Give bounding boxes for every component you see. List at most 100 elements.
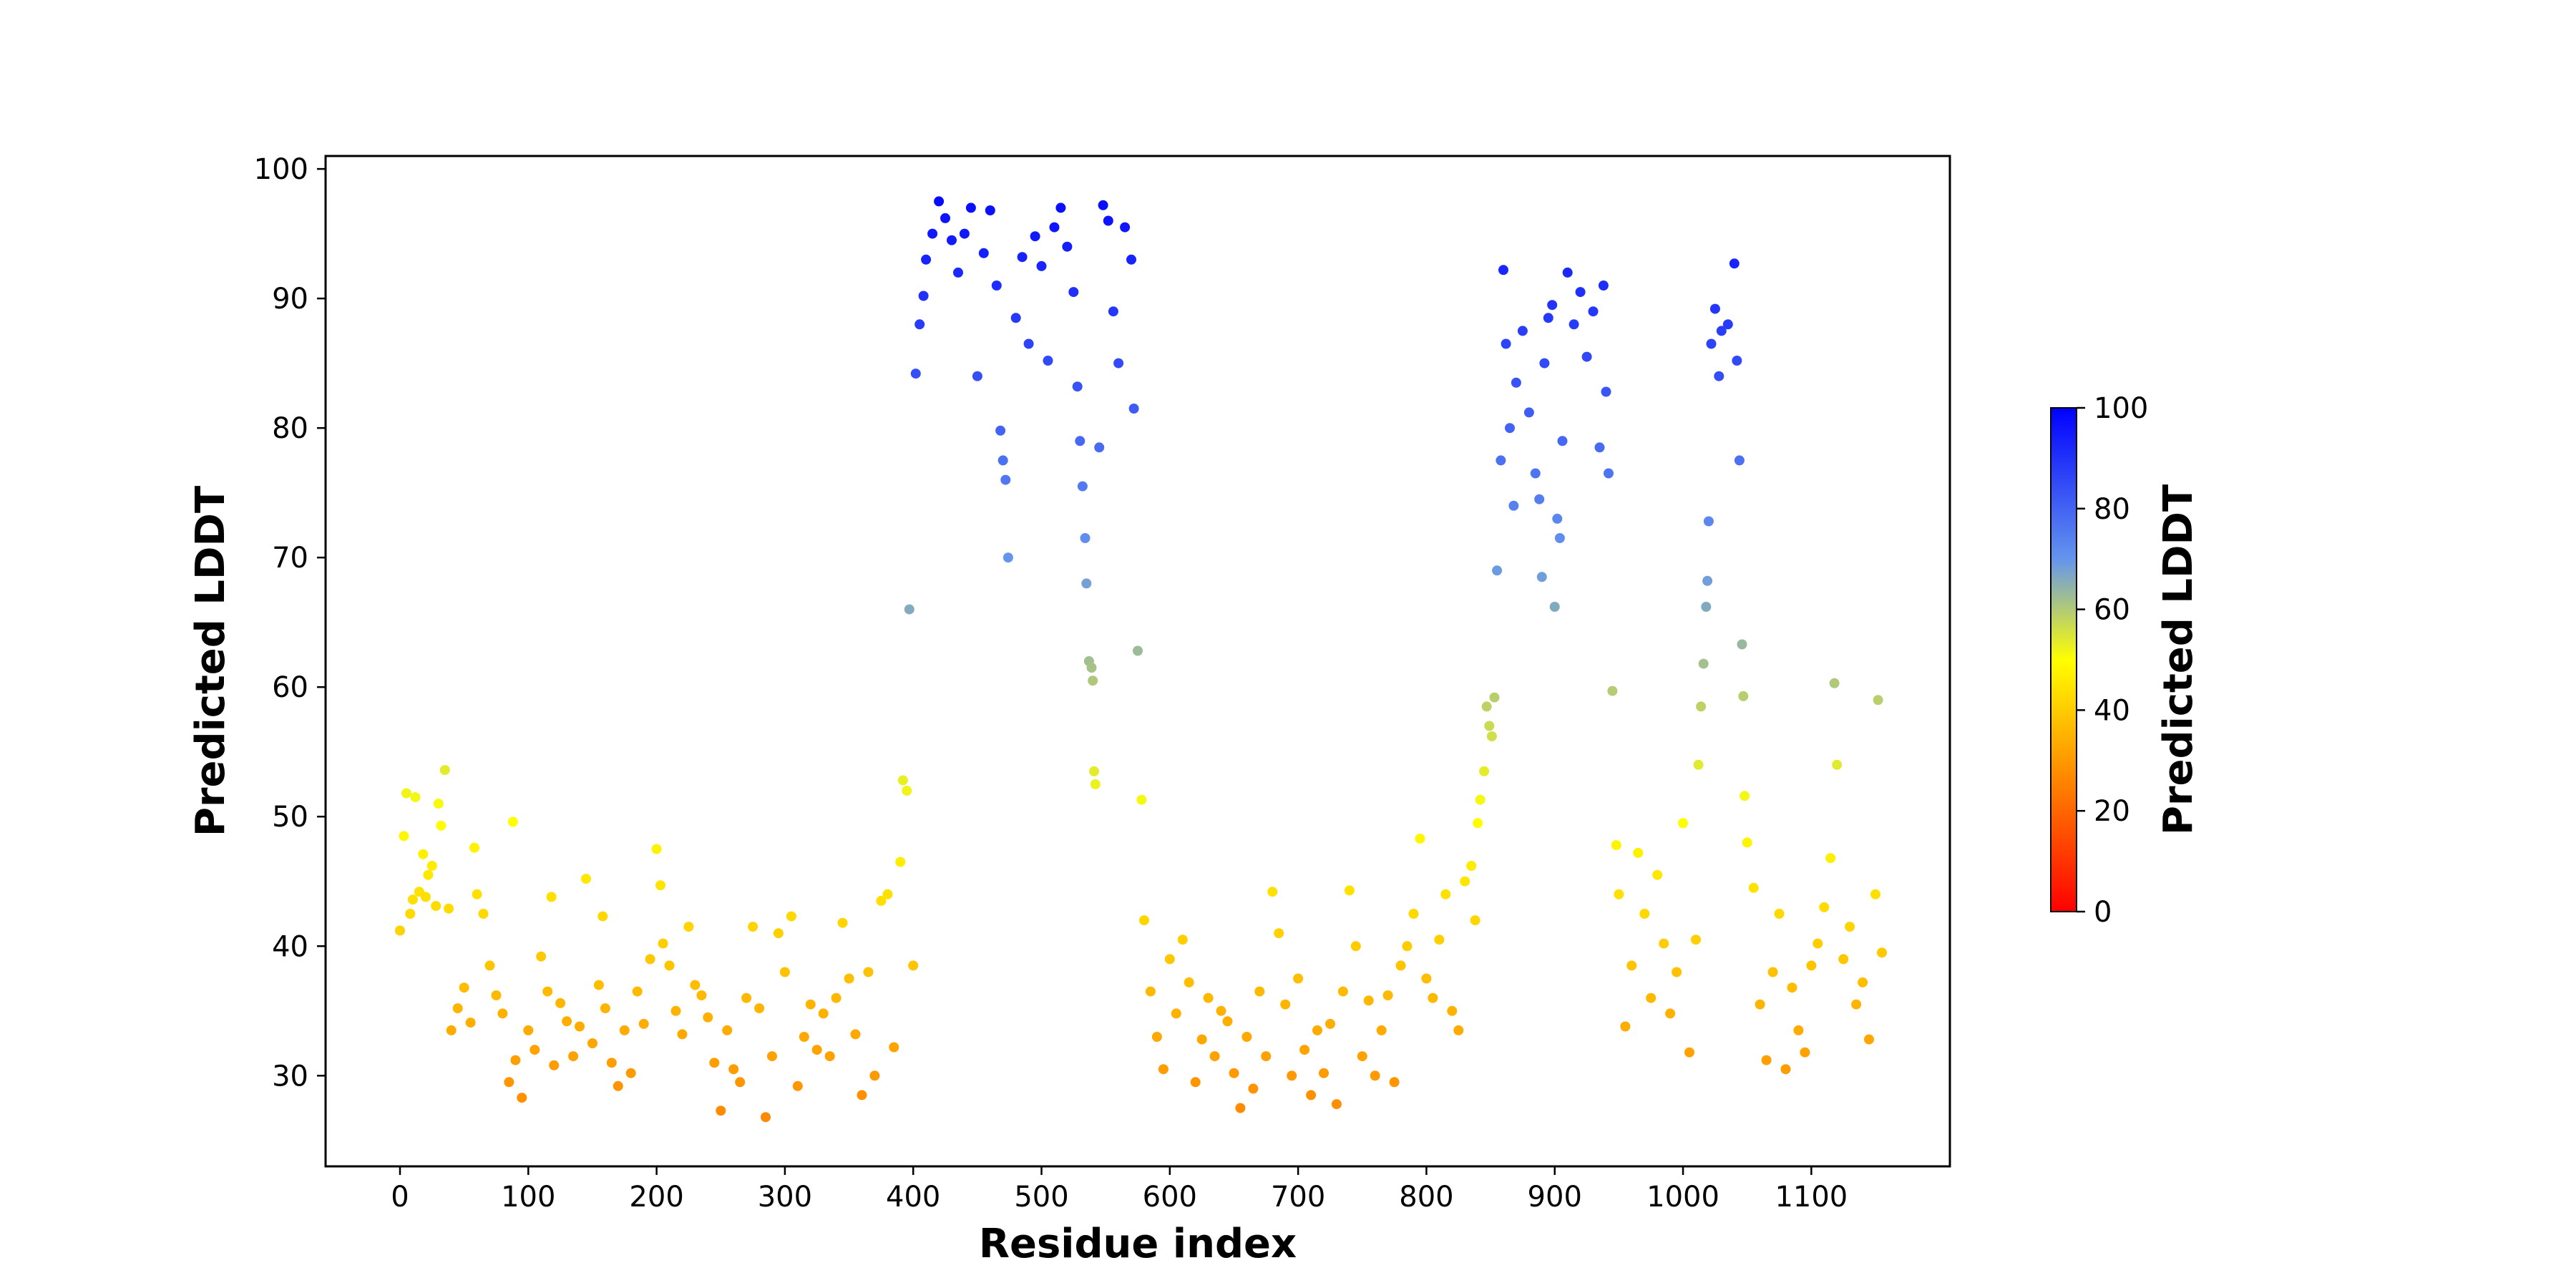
data-point	[1216, 1005, 1226, 1016]
data-point	[1652, 869, 1663, 880]
data-point	[728, 1064, 739, 1075]
data-point	[997, 455, 1008, 466]
data-point	[1466, 861, 1477, 871]
data-point	[593, 980, 604, 990]
data-point	[664, 960, 675, 971]
x-tick-label: 1000	[1646, 1181, 1719, 1214]
data-point	[1575, 287, 1586, 298]
data-point	[1787, 982, 1797, 993]
data-point	[1055, 203, 1066, 213]
data-point	[844, 973, 854, 984]
data-point	[613, 1080, 623, 1091]
data-point	[921, 254, 932, 265]
data-point	[405, 909, 416, 919]
data-point	[1607, 686, 1618, 696]
data-point	[799, 1032, 809, 1042]
data-point	[850, 1029, 861, 1040]
data-point	[1325, 1018, 1335, 1029]
x-tick-label: 100	[501, 1181, 555, 1214]
data-point	[889, 1042, 899, 1053]
data-point	[439, 765, 450, 776]
data-point	[1851, 999, 1862, 1010]
data-point	[773, 928, 784, 939]
data-point	[1594, 442, 1605, 453]
data-point	[1501, 338, 1511, 349]
data-point	[1428, 992, 1438, 1003]
data-point	[1877, 947, 1887, 958]
data-point	[1611, 840, 1621, 851]
data-point	[426, 861, 437, 871]
data-point	[1716, 326, 1727, 336]
data-point	[1534, 494, 1545, 504]
data-point	[1691, 935, 1701, 945]
data-point	[452, 1003, 463, 1014]
y-tick-label: 80	[272, 412, 308, 445]
data-point	[1094, 442, 1105, 453]
data-point	[1075, 436, 1085, 447]
data-point	[1554, 533, 1565, 543]
colorbar-tick-label: 80	[2094, 493, 2130, 526]
data-point	[1077, 481, 1088, 492]
data-point	[1552, 513, 1563, 524]
data-point	[722, 1025, 733, 1035]
x-tick-label: 500	[1014, 1181, 1068, 1214]
data-point	[947, 235, 957, 245]
x-tick-label: 1100	[1775, 1181, 1848, 1214]
data-point	[1254, 986, 1265, 997]
data-point	[555, 997, 566, 1008]
data-point	[433, 799, 444, 809]
data-point	[1357, 1051, 1367, 1062]
data-point	[1081, 578, 1092, 589]
data-point	[1222, 1016, 1233, 1027]
data-point	[940, 213, 950, 223]
x-tick-label: 0	[391, 1181, 409, 1214]
data-point	[1460, 876, 1470, 887]
data-point	[959, 228, 970, 239]
y-tick-label: 40	[272, 930, 308, 963]
data-point	[1620, 1021, 1631, 1032]
data-point	[1010, 313, 1021, 323]
data-point	[1363, 995, 1374, 1006]
x-tick-label: 600	[1143, 1181, 1197, 1214]
data-point	[446, 1025, 457, 1035]
data-point	[1235, 1103, 1246, 1113]
data-point	[1523, 407, 1534, 418]
colorbar-tick-label: 40	[2094, 694, 2130, 727]
data-point	[1496, 455, 1506, 466]
data-point	[1740, 791, 1750, 801]
data-point	[767, 1051, 777, 1062]
data-point	[1293, 973, 1304, 984]
data-point	[869, 1070, 880, 1081]
data-point	[1659, 938, 1669, 949]
data-point	[805, 999, 816, 1010]
data-point	[1498, 265, 1508, 275]
data-point	[1421, 973, 1432, 984]
data-point	[517, 1093, 527, 1103]
data-point	[910, 369, 921, 379]
data-point	[1395, 960, 1406, 971]
data-point	[1693, 759, 1704, 770]
data-point	[1382, 990, 1393, 1000]
data-point	[401, 788, 411, 799]
data-point	[1139, 915, 1149, 926]
data-point	[1703, 516, 1714, 527]
data-point	[600, 1003, 610, 1014]
data-point	[1774, 909, 1785, 919]
y-tick-label: 60	[272, 671, 308, 704]
data-point	[491, 990, 502, 1000]
x-tick-label: 700	[1271, 1181, 1325, 1214]
y-axis-title: Predicted LDDT	[187, 486, 234, 836]
data-point	[1484, 721, 1495, 731]
data-point	[1036, 260, 1047, 271]
data-point	[1312, 1025, 1322, 1035]
data-point	[1665, 1008, 1676, 1019]
data-point	[703, 1012, 713, 1023]
data-point	[1030, 231, 1040, 242]
data-point	[716, 1106, 726, 1116]
data-point	[1639, 909, 1650, 919]
data-point	[1408, 909, 1419, 919]
data-point	[507, 816, 518, 827]
data-point	[407, 894, 418, 905]
data-point	[1547, 300, 1558, 311]
data-point	[625, 1068, 636, 1078]
